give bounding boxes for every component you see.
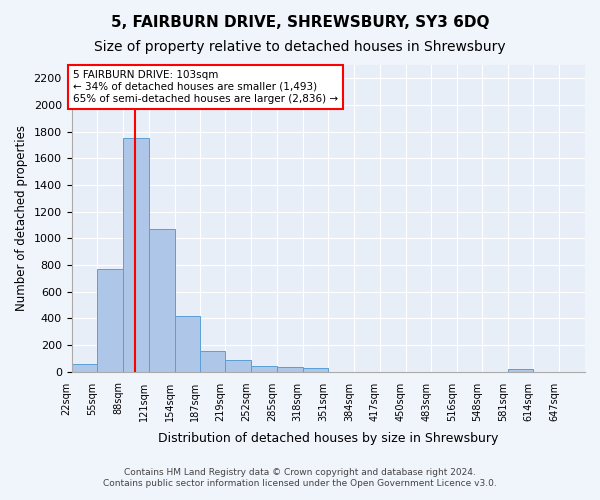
Bar: [149, 229, 175, 372]
Bar: [225, 360, 251, 372]
X-axis label: Distribution of detached houses by size in Shrewsbury: Distribution of detached houses by size …: [158, 432, 499, 445]
Bar: [97, 269, 123, 372]
Text: 5, FAIRBURN DRIVE, SHREWSBURY, SY3 6DQ: 5, FAIRBURN DRIVE, SHREWSBURY, SY3 6DQ: [111, 15, 489, 30]
Bar: [200, 351, 225, 372]
Text: 5 FAIRBURN DRIVE: 103sqm
← 34% of detached houses are smaller (1,493)
65% of sem: 5 FAIRBURN DRIVE: 103sqm ← 34% of detach…: [73, 70, 338, 104]
Bar: [277, 367, 302, 372]
Bar: [302, 368, 328, 372]
Text: Contains HM Land Registry data © Crown copyright and database right 2024.
Contai: Contains HM Land Registry data © Crown c…: [103, 468, 497, 487]
Bar: [175, 316, 200, 372]
Text: Size of property relative to detached houses in Shrewsbury: Size of property relative to detached ho…: [94, 40, 506, 54]
Bar: [251, 366, 277, 372]
Bar: [123, 138, 149, 372]
Bar: [71, 364, 97, 372]
Bar: [508, 369, 533, 372]
Y-axis label: Number of detached properties: Number of detached properties: [15, 126, 28, 312]
